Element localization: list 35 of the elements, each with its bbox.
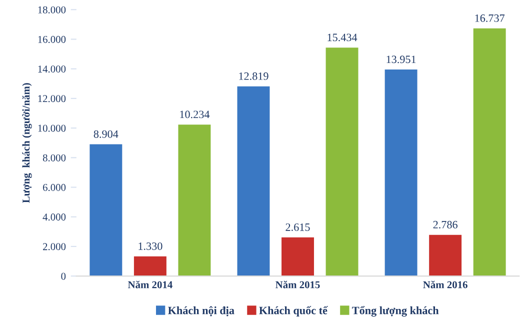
y-tick-label: 4.000	[42, 214, 66, 221]
data-label: 8.904	[94, 130, 118, 138]
data-label: 2.615	[286, 223, 310, 231]
bar	[282, 237, 314, 276]
data-label: 1.330	[138, 242, 162, 250]
x-tick-label: Năm 2014	[128, 280, 172, 288]
bar	[473, 28, 506, 276]
bar	[178, 124, 211, 276]
legend-label: Khách nội địa	[168, 306, 234, 316]
data-label: 16.737	[475, 14, 505, 22]
bar	[326, 48, 358, 276]
x-tick-label: Năm 2016	[423, 280, 468, 288]
legend-label: Khách quốc tế	[259, 306, 328, 316]
y-tick-label: 10.000	[38, 124, 66, 132]
bar	[134, 256, 166, 276]
data-label: 12.819	[239, 72, 268, 80]
x-tick-label: Năm 2015	[276, 280, 320, 288]
y-tick-label: 12.000	[38, 95, 66, 102]
bar	[384, 70, 418, 276]
legend-label: Tổng lượng khách	[352, 306, 439, 317]
y-tick-label: 16.000	[38, 36, 66, 43]
data-label: 2.786	[433, 220, 458, 228]
data-label: 15.434	[328, 34, 358, 42]
bar	[90, 144, 122, 276]
bar	[429, 234, 462, 276]
y-tick-label: 14.000	[38, 66, 66, 73]
bar	[237, 86, 270, 276]
y-tick-label: 18.000	[38, 6, 66, 14]
y-tick-label: 0	[61, 272, 66, 280]
y-tick-label: 6.000	[43, 184, 66, 192]
y-tick-label: 2.000	[43, 243, 66, 250]
y-tick-label: 8.000	[42, 154, 66, 162]
data-label: 10.234	[180, 110, 210, 118]
y-axis-title: Lượng khách (người/năm)	[22, 83, 32, 203]
data-label: 13.951	[386, 56, 416, 64]
